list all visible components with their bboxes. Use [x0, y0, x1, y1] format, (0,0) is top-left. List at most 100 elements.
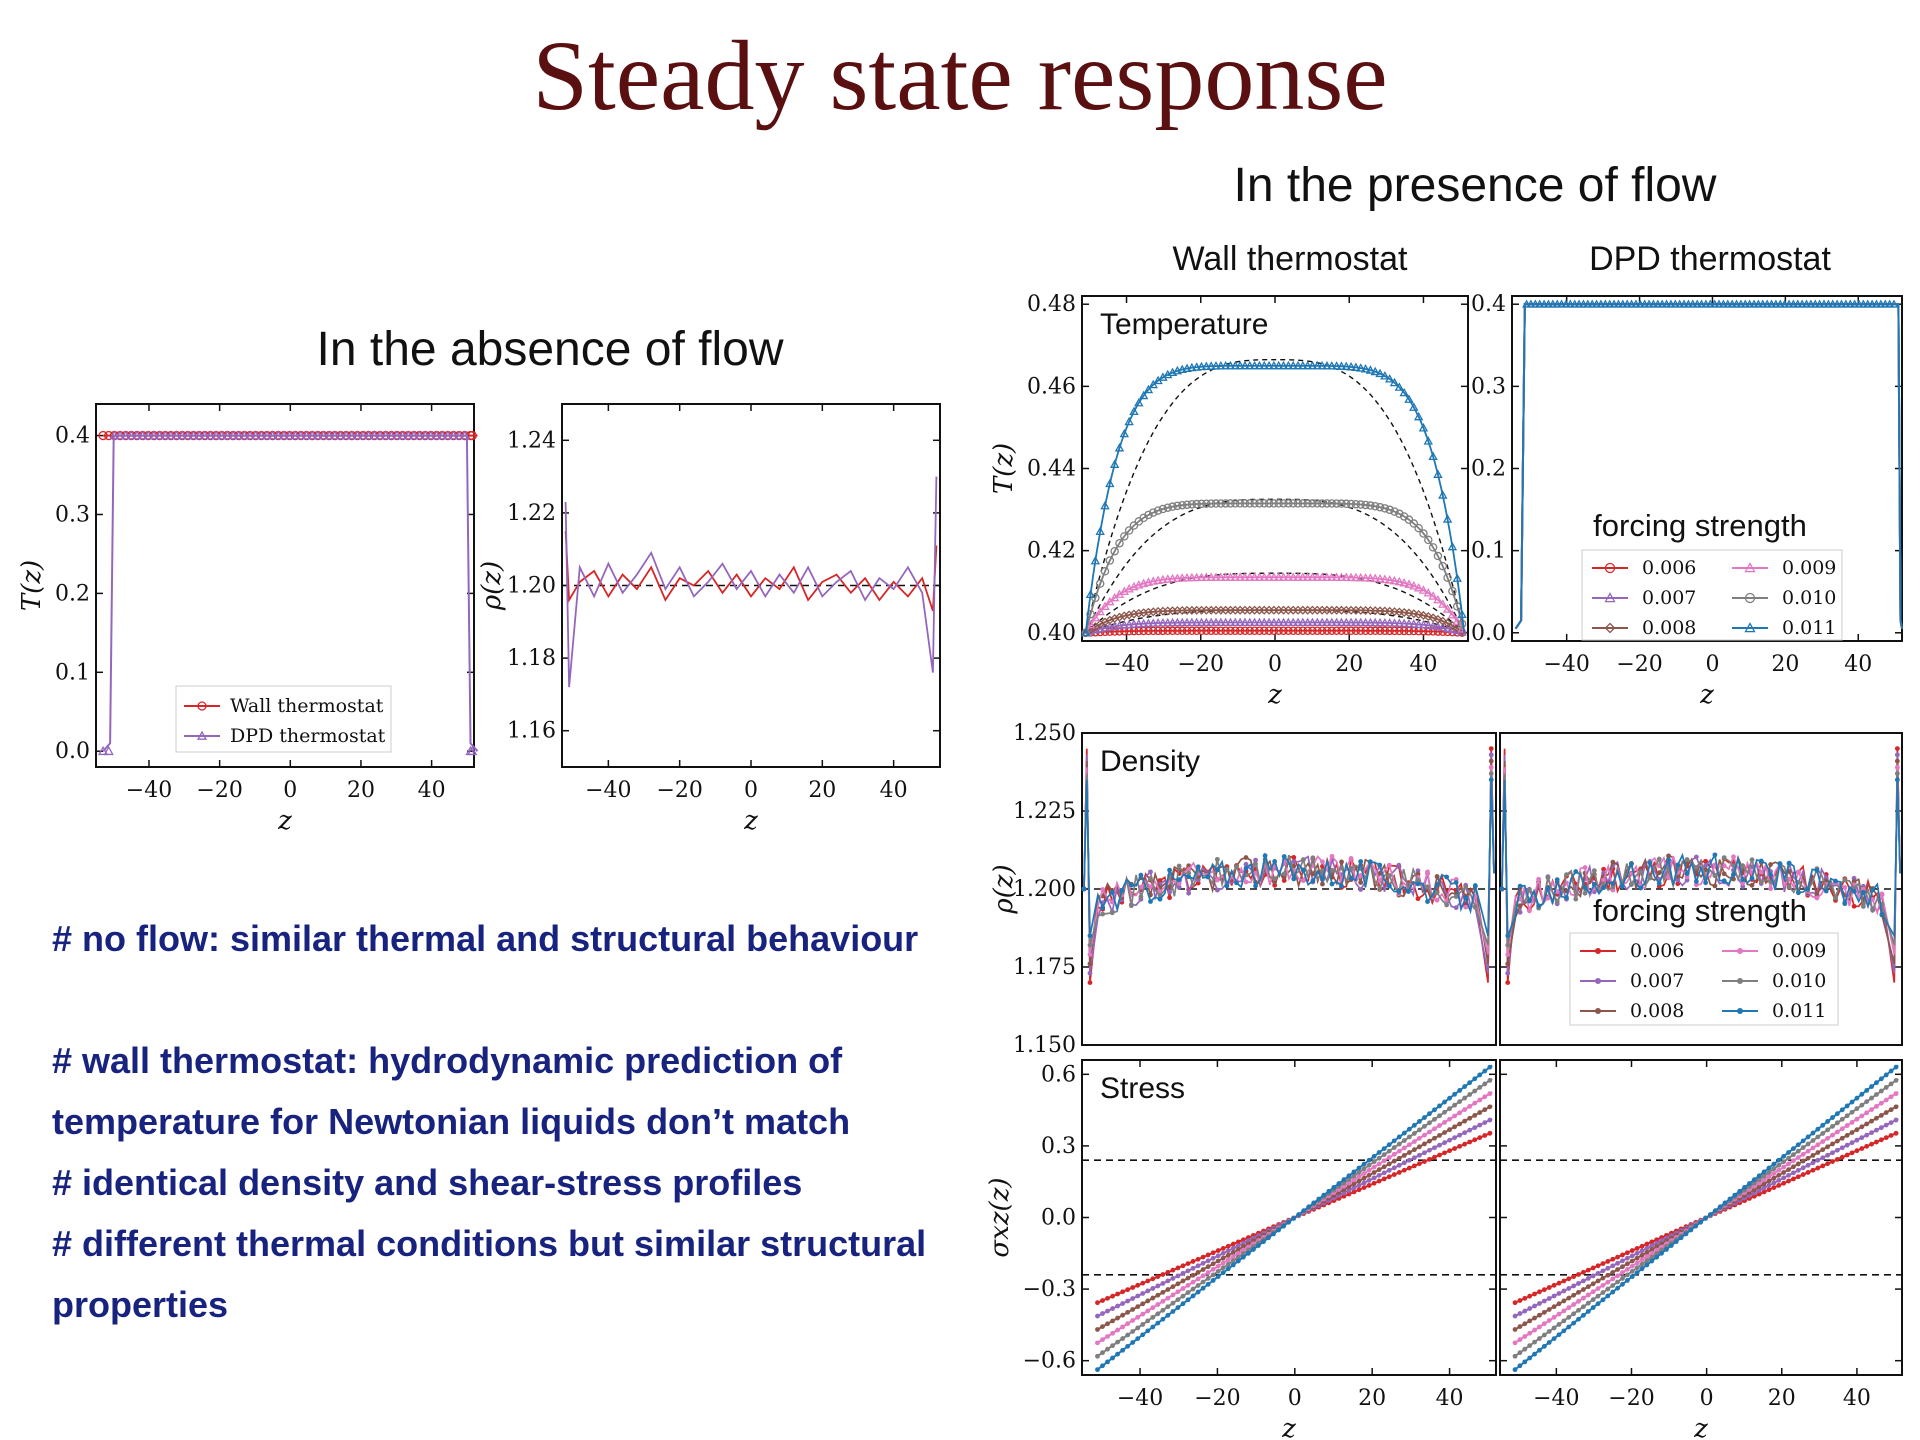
flow-wall-temperature-series-marker [1144, 626, 1153, 636]
flow-density-dpd-series-marker [1582, 865, 1588, 870]
flow-stress-wall-series-marker [1442, 1150, 1447, 1156]
flow-stress-dpd-series-marker [1566, 1324, 1572, 1330]
flow-density-dpd-series-marker [1656, 870, 1662, 876]
flow-density-wall-series-marker [1148, 884, 1153, 890]
flow-stress-dpd-series-marker [1751, 1183, 1757, 1189]
flow-stress-wall-series-marker [1467, 1104, 1473, 1109]
flow-stress-dpd-series-marker [1825, 1135, 1831, 1141]
flow-stress-dpd-series-marker [1644, 1241, 1650, 1247]
flow-dpd-temperature-series-marker [1526, 299, 1536, 308]
flow-wall-temperature-series-marker [1221, 499, 1230, 508]
flow-wall-temperature-series-marker [1110, 627, 1119, 636]
flow-stress-dpd-series-marker [1639, 1257, 1645, 1263]
flow-stress-wall-series-marker [1442, 1119, 1447, 1125]
flow-stress-wall-xtick-label: −20 [1194, 1386, 1240, 1411]
flow-stress-dpd-series-marker [1624, 1266, 1630, 1272]
flow-stress-dpd-series-marker [1815, 1157, 1821, 1163]
flow-stress-dpd-series-marker [1869, 1107, 1874, 1112]
flow-stress-dpd-series-marker [1805, 1169, 1811, 1175]
flow-dpd-temperature-series-marker [1845, 299, 1855, 308]
flow-density-dpd-series-marker [1870, 887, 1876, 893]
flow-wall-temperature-series-marker [1134, 397, 1144, 407]
flow-stress-dpd-series-marker [1859, 1102, 1865, 1108]
flow-dpd-temperature-series-marker [1622, 299, 1632, 308]
flow-wall-temperature-series-marker [1158, 626, 1168, 636]
flow-stress-wall-series-marker [1115, 1339, 1120, 1345]
flow-density-dpd-series-marker [1731, 854, 1736, 860]
flow-stress-wall-xtick-label: −40 [1117, 1386, 1163, 1411]
flow-density-wall-series-marker [1453, 905, 1459, 911]
flow-density-dpd-legend-label: 0.009 [1772, 940, 1826, 962]
flow-dpd-temperature-legend-label: 0.011 [1782, 617, 1836, 639]
flow-wall-temperature-series-marker [1119, 611, 1129, 621]
flow-dpd-temperature-series-marker [1561, 299, 1571, 308]
flow-density-dpd-series-marker [1823, 888, 1829, 894]
flow-stress-wall-series-marker [1140, 1322, 1146, 1327]
flow-stress-wall-series-marker [1411, 1155, 1417, 1161]
flow-stress-dpd-series-marker [1576, 1289, 1581, 1295]
flow-stress-dpd-series-marker [1820, 1139, 1826, 1144]
flow-stress-wall-series-marker [1220, 1260, 1226, 1266]
flow-wall-temperature-ytick-label: 0.48 [1027, 292, 1076, 317]
flow-wall-temperature-series-marker [1375, 617, 1385, 627]
flow-stress-dpd-series-marker [1595, 1270, 1601, 1276]
flow-stress-dpd-series-marker [1869, 1141, 1874, 1147]
flow-stress-dpd-series-marker [1532, 1351, 1537, 1357]
flow-stress-wall-series-marker [1230, 1245, 1236, 1251]
flow-wall-temperature-series-marker [1274, 499, 1283, 508]
flow-stress-wall-series-marker [1427, 1147, 1432, 1153]
flow-stress-dpd-series-marker [1551, 1325, 1557, 1331]
flow-stress-wall-series-marker [1346, 1177, 1352, 1182]
flow-stress-dpd-series-marker [1878, 1137, 1884, 1143]
flow-wall-temperature-series-marker [1163, 574, 1173, 583]
noflow-temperature-series-marker [239, 430, 250, 440]
flow-wall-temperature-series-marker [1226, 626, 1235, 635]
flow-wall-temperature-series-marker [1206, 617, 1216, 627]
noflow-temperature-xtick-label: 40 [418, 778, 446, 803]
flow-dpd-temperature-series-marker [1749, 299, 1759, 308]
flow-wall-temperature-xlabel: z [1267, 680, 1282, 710]
flow-wall-temperature-series-marker [1399, 626, 1409, 636]
noflow-temperature-series-marker [177, 430, 188, 440]
flow-wall-temperature-series-marker [1360, 573, 1371, 582]
flow-wall-temperature-series-marker [1390, 507, 1399, 516]
flow-dpd-temperature-series-marker [1635, 299, 1645, 308]
flow-density-dpd-series-marker [1870, 897, 1876, 902]
flow-density-dpd-series-marker [1894, 777, 1900, 783]
flow-wall-temperature-series-marker [1384, 575, 1395, 584]
noflow-temperature-series-marker [126, 430, 137, 440]
flow-wall-temperature-series-marker [1220, 572, 1231, 581]
flow-stress-wall-series-marker [1422, 1115, 1427, 1120]
flow-wall-temperature-series-marker [1327, 361, 1337, 370]
noflow-temperature-series-marker [301, 430, 312, 440]
flow-stress-wall-series-marker [1361, 1161, 1367, 1167]
flow-stress-dpd-series-marker [1888, 1068, 1894, 1074]
flow-stress-wall-series-marker [1180, 1301, 1186, 1307]
flow-stress-wall-series-marker [1130, 1329, 1136, 1334]
flow-wall-temperature-series-marker [1105, 627, 1115, 636]
flow-density-wall-series-marker [1214, 867, 1220, 873]
flow-dpd-temperature-series-marker [1648, 299, 1658, 308]
flow-stress-dpd-series-marker [1883, 1097, 1889, 1103]
flow-wall-temperature-series-marker [1389, 377, 1400, 387]
flow-wall-temperature-xtick-label: −20 [1178, 652, 1224, 677]
flow-stress-wall-series-marker [1462, 1084, 1468, 1089]
flow-stress-wall-series-marker [1095, 1367, 1100, 1373]
flow-wall-temperature-series-marker [1264, 499, 1274, 508]
flow-stress-wall-series-marker [1447, 1095, 1452, 1101]
flow-stress-wall-series-marker [1165, 1304, 1171, 1310]
flow-stress-dpd-series-marker [1810, 1167, 1816, 1173]
flow-stress-wall-series-marker [1432, 1116, 1437, 1122]
noflow-density-xtick-label: 20 [808, 778, 836, 803]
noflow-temperature-series-marker [442, 430, 453, 440]
flow-dpd-temperature-xtick-label: −40 [1543, 652, 1589, 677]
flow-density-wall-series-marker [1087, 961, 1093, 967]
flow-density-dpd-series-marker [1758, 869, 1764, 875]
flow-dpd-temperature-series-marker [1745, 299, 1755, 308]
flow-density-dpd-series-marker [1526, 898, 1532, 904]
flow-density-wall-series-marker [1214, 856, 1220, 862]
flow-stress-dpd-series-marker [1605, 1286, 1611, 1292]
flow-density-dpd-series-marker [1814, 895, 1820, 901]
flow-wall-temperature-series-marker [1235, 617, 1245, 627]
